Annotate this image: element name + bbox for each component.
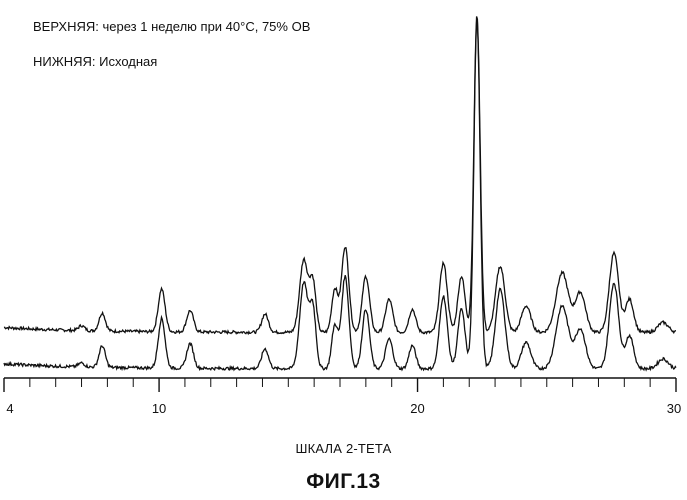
series-layer (4, 16, 676, 370)
x-tick-label: 20 (410, 401, 424, 416)
legend-top-series: ВЕРХНЯЯ: через 1 неделю при 40°С, 75% ОВ (33, 19, 310, 34)
x-tick-label: 10 (152, 401, 166, 416)
x-axis-label: ШКАЛА 2-ТЕТА (0, 441, 687, 456)
legend-bottom-series: НИЖНЯЯ: Исходная (33, 54, 157, 69)
figure-caption: ФИГ.13 (0, 470, 687, 494)
x-tick-labels: 4 10 20 30 (6, 401, 681, 416)
x-tick-label: 30 (667, 401, 681, 416)
x-axis (4, 378, 676, 392)
x-tick-label: 4 (6, 401, 13, 416)
